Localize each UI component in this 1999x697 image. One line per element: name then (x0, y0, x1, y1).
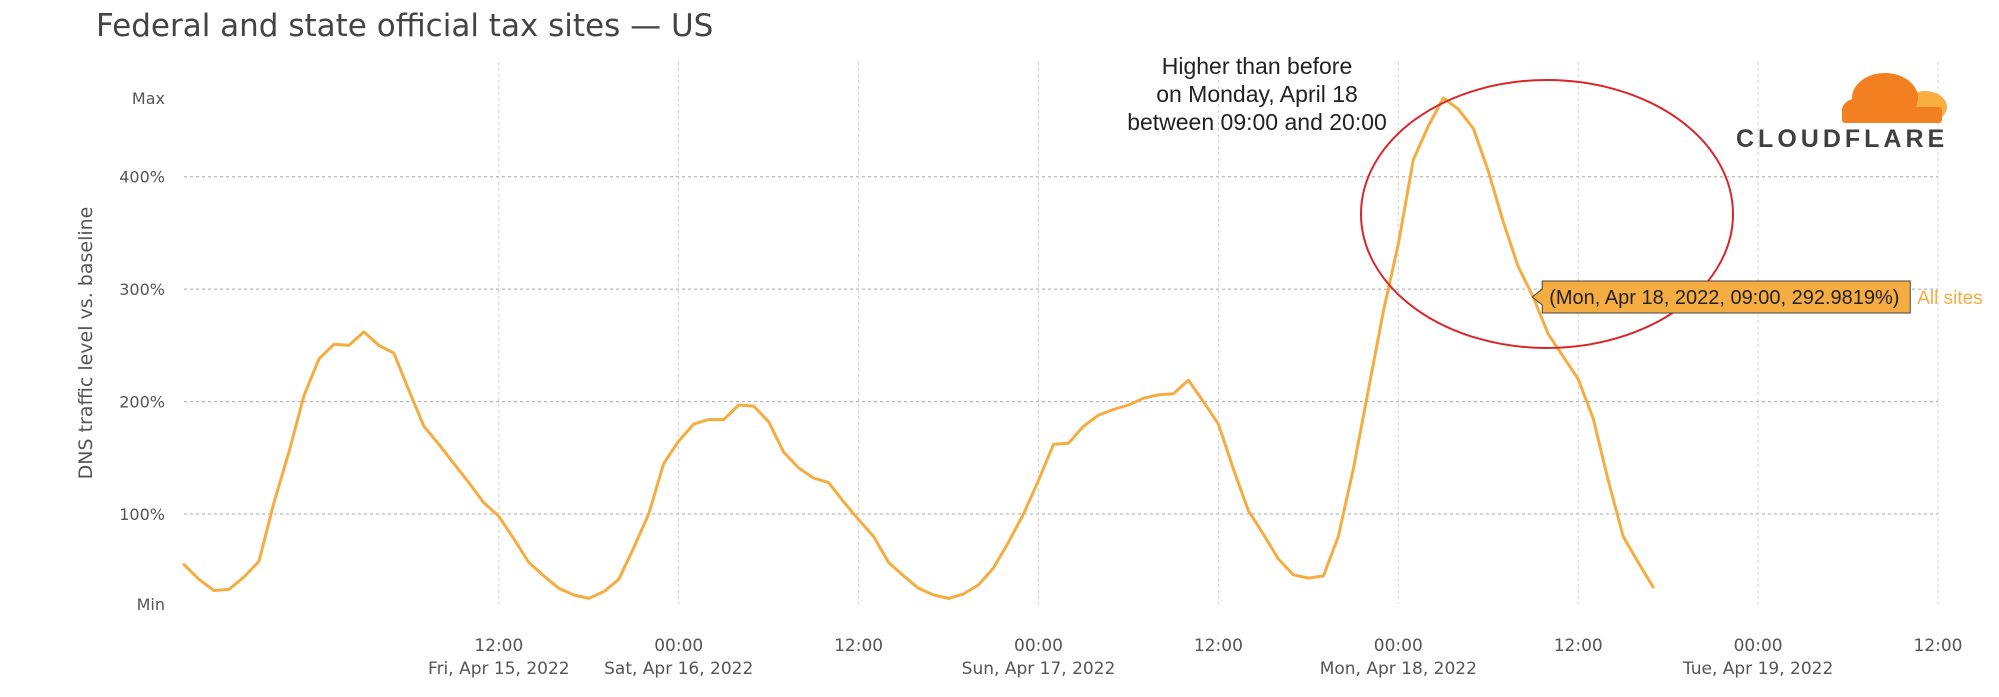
cloud-icon (1842, 73, 1947, 123)
y-tick-label: 200% (119, 393, 165, 412)
y-tick-label: Max (132, 89, 165, 108)
x-tick-label: 12:00 (1554, 636, 1603, 656)
y-axis-label: DNS traffic level vs. baseline (75, 207, 97, 480)
x-tick-date-label: Mon, Apr 18, 2022 (1320, 659, 1477, 679)
x-tick-label: 00:00 (1734, 636, 1783, 656)
y-tick-label: 300% (119, 280, 165, 299)
x-tick-label: 00:00 (1374, 636, 1423, 656)
annotation-text-line: on Monday, April 18 (1156, 81, 1358, 107)
series-line (182, 96, 1655, 600)
series-group (182, 96, 1655, 600)
x-tick-label: 12:00 (1914, 636, 1963, 656)
grid (184, 62, 1939, 604)
x-tick-label: 12:00 (834, 636, 883, 656)
x-tick-date-label: Sat, Apr 16, 2022 (604, 659, 753, 679)
x-tick-label: 12:00 (474, 636, 523, 656)
cloudflare-logo: CLOUDFLARE (1736, 73, 1948, 153)
tooltip-box (1531, 280, 1911, 314)
x-axis: 12:00 Fri, Apr 15, 2022 00:00 Sat, Apr 16, … (428, 636, 1962, 679)
chart-title: Federal and state official tax sites — U… (96, 8, 713, 44)
x-tick-label: 00:00 (1014, 636, 1063, 656)
y-tick-label: 100% (119, 505, 165, 524)
y-tick-label: 400% (119, 168, 165, 187)
x-tick-label: 00:00 (654, 636, 703, 656)
tooltip-text: (Mon, Apr 18, 2022, 09:00, 292.9819%) (1549, 287, 1899, 309)
x-tick-date-label: Tue, Apr 19, 2022 (1682, 659, 1833, 679)
highlight-circle (1360, 79, 1734, 349)
annotation-text-line: between 09:00 and 20:00 (1127, 109, 1387, 135)
annotation-text-line: Higher than before (1162, 53, 1353, 79)
x-tick-date-label: Fri, Apr 15, 2022 (428, 659, 570, 679)
x-tick-label: 12:00 (1194, 636, 1243, 656)
logo-text: CLOUDFLARE (1736, 125, 1948, 153)
tooltip-series-label: All sites (1917, 288, 1982, 309)
x-tick-date-label: Sun, Apr 17, 2022 (962, 659, 1116, 679)
y-tick-label: Min (137, 595, 165, 614)
y-axis: Max 400% 300% 200% 100% Min (119, 89, 165, 614)
tooltip: (Mon, Apr 18, 2022, 09:00, 292.9819%) All… (1531, 280, 1983, 314)
